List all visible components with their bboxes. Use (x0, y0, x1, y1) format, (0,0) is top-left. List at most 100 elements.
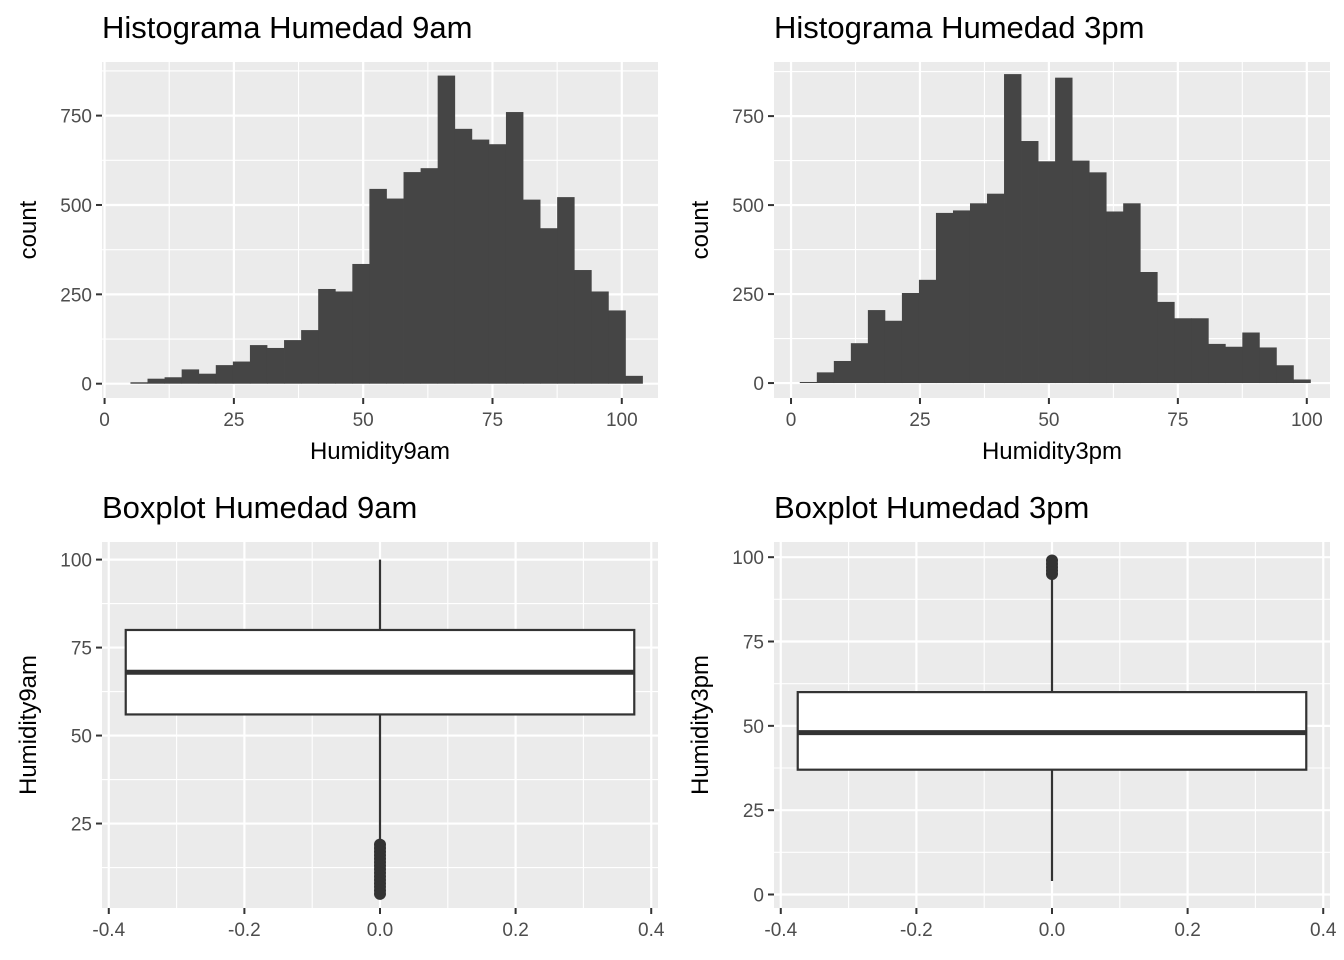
y-tick-label: 500 (732, 196, 764, 217)
y-tick-label: 25 (71, 815, 92, 836)
histogram-bar (833, 360, 852, 384)
x-axis-title: Humidity9am (310, 438, 450, 465)
histogram-bar (1072, 160, 1090, 384)
histogram-bar (437, 75, 456, 384)
histogram-bar (850, 343, 869, 384)
histogram-bar (1089, 172, 1107, 384)
y-tick-label: 100 (732, 548, 764, 569)
y-tick-label: 75 (743, 633, 764, 654)
y-tick-label: 75 (71, 639, 92, 660)
histogram-bar (557, 197, 575, 384)
y-tick-label: 100 (60, 551, 92, 572)
histogram-bar (1276, 365, 1294, 384)
y-tick-label: 50 (71, 727, 92, 748)
histogram-bar (284, 340, 302, 384)
x-tick-label: -0.4 (92, 920, 125, 941)
histogram-bar (816, 372, 835, 384)
histogram-bar (935, 212, 954, 384)
x-tick-label: 0.2 (502, 920, 528, 941)
x-tick-label: 75 (482, 410, 503, 431)
histogram-bar (1021, 141, 1039, 384)
histogram-bar (540, 228, 558, 384)
histogram-bar (198, 373, 217, 384)
histogram-bar (901, 293, 920, 384)
histogram-bar (969, 203, 988, 384)
y-axis-title: count (687, 200, 714, 259)
histogram-bar (318, 288, 336, 384)
y-tick-label: 0 (753, 886, 764, 907)
histogram-bar (1038, 161, 1056, 384)
histogram-bar (147, 378, 165, 384)
bars (130, 75, 643, 384)
histogram-bar (1123, 203, 1141, 384)
y-tick-label: 50 (743, 717, 764, 738)
histogram-bar (454, 128, 473, 384)
histogram-bar (591, 291, 609, 384)
x-tick-label: 75 (1167, 410, 1188, 431)
histogram-bar (249, 345, 268, 384)
histogram-bar (266, 347, 285, 384)
y-axis-title: Humidity3pm (687, 655, 714, 795)
chart-histogram-9am: Histograma Humedad 9am 0 25 50 75 100 0 250 500… (15, 10, 658, 465)
x-tick-label: -0.4 (764, 920, 797, 941)
histogram-bar (488, 144, 507, 384)
histogram-bar (1225, 346, 1243, 384)
x-tick-label: 0.0 (367, 920, 393, 941)
x-tick-label: 0.4 (1310, 920, 1337, 941)
y-tick-label: 0 (753, 374, 764, 395)
histogram-bar (386, 198, 404, 384)
histogram-bar (1004, 74, 1022, 384)
chart-histogram-3pm: Histograma Humedad 3pm 0 25 50 75 100 0 250 500… (687, 10, 1330, 465)
x-tick-label: 50 (1038, 410, 1059, 431)
histogram-bar (1191, 318, 1209, 384)
x-tick-label: 25 (909, 410, 930, 431)
outlier-point (1046, 554, 1058, 567)
boxplot-marks (124, 559, 636, 900)
histogram-bar (505, 112, 524, 384)
y-axis-title: Humidity9am (15, 655, 42, 795)
histogram-bar (352, 263, 370, 384)
chart-boxplot-3pm: Boxplot Humedad 3pm -0.4 -0.2 0.0 0.2 0.4 0 25… (687, 490, 1337, 941)
boxplot-marks (796, 554, 1308, 882)
chart-boxplot-9am: Boxplot Humedad 9am -0.4 -0.2 0.0 0.2 0.4 25 5… (15, 490, 665, 941)
axis-ticks: 0 25 50 75 100 0 250 500 750 (60, 107, 637, 431)
axis-ticks: 0 25 50 75 100 0 250 500 750 (732, 107, 1322, 431)
histogram-bar (369, 188, 387, 384)
x-tick-label: 50 (353, 410, 374, 431)
histogram-bar (987, 193, 1005, 384)
histogram-bar (608, 310, 626, 384)
x-tick-label: 25 (223, 410, 244, 431)
histogram-bar (918, 279, 937, 384)
x-tick-label: 0.4 (638, 920, 665, 941)
histogram-bar (420, 168, 439, 384)
chart-title: Boxplot Humedad 3pm (774, 490, 1089, 525)
histogram-bar (523, 199, 541, 384)
histogram-bar (1174, 318, 1192, 384)
histogram-bar (1242, 332, 1260, 384)
bars (799, 74, 1311, 384)
histogram-bar (867, 310, 886, 384)
histogram-bar (215, 365, 234, 384)
y-tick-label: 250 (732, 285, 764, 306)
histogram-bar (884, 320, 903, 384)
x-tick-label: -0.2 (228, 920, 261, 941)
y-tick-label: 750 (60, 107, 92, 128)
y-tick-label: 0 (81, 375, 92, 396)
x-tick-label: 100 (1291, 410, 1323, 431)
histogram-bar (1140, 272, 1158, 384)
x-tick-label: 0 (786, 410, 797, 431)
histogram-bar (1106, 211, 1124, 384)
axis-ticks: -0.4 -0.2 0.0 0.2 0.4 25 50 75 100 (60, 551, 665, 941)
histogram-bar (403, 172, 422, 384)
histogram-bar (1055, 77, 1073, 384)
axis-ticks: -0.4 -0.2 0.0 0.2 0.4 0 25 50 75 100 (732, 548, 1337, 941)
x-tick-label: 100 (606, 410, 638, 431)
histogram-bar (471, 139, 490, 384)
x-tick-label: -0.2 (900, 920, 933, 941)
chart-title: Histograma Humedad 9am (102, 10, 472, 45)
y-tick-label: 250 (60, 285, 92, 306)
chart-title: Boxplot Humedad 9am (102, 490, 417, 525)
histogram-bar (1208, 343, 1226, 384)
histogram-bar (181, 369, 200, 384)
